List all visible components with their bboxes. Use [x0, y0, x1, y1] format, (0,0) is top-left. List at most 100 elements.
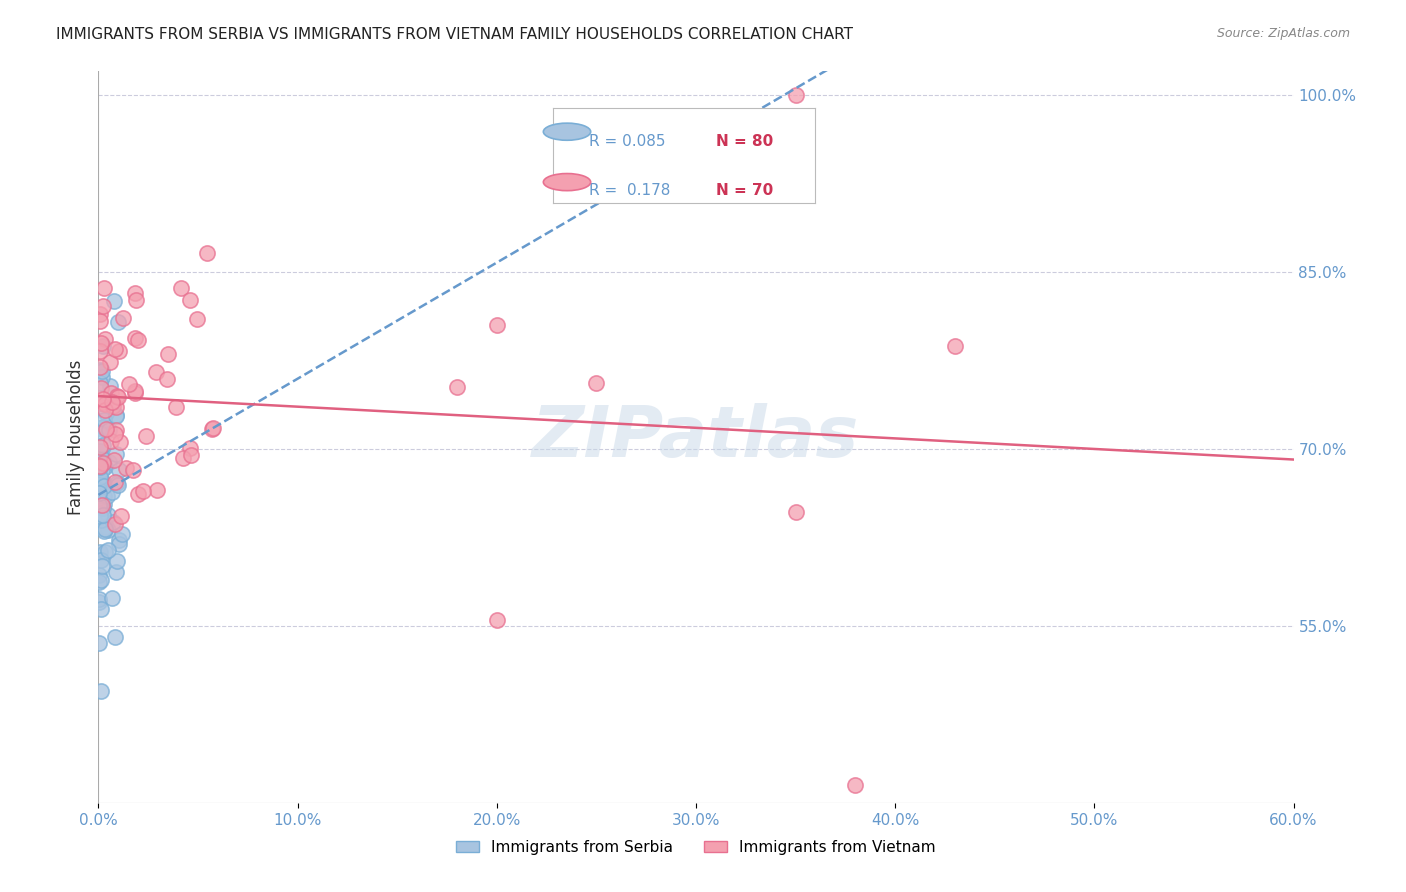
Point	[89, 460, 111, 475]
Text: R =  0.178: R = 0.178	[589, 184, 671, 198]
Point	[485, 318, 508, 333]
Point	[87, 455, 110, 469]
Point	[89, 635, 111, 649]
Point	[100, 379, 122, 393]
Point	[91, 299, 114, 313]
Point	[89, 509, 111, 524]
Point	[146, 483, 169, 497]
Point	[135, 429, 157, 443]
Point	[89, 458, 111, 473]
Point	[145, 365, 167, 379]
Point	[114, 460, 136, 475]
Point	[91, 559, 114, 574]
Point	[94, 332, 117, 346]
Circle shape	[543, 123, 591, 140]
Point	[179, 442, 201, 456]
Point	[87, 498, 110, 512]
Point	[93, 497, 115, 511]
Point	[180, 448, 202, 462]
Point	[96, 489, 118, 503]
Point	[89, 574, 111, 589]
Point	[89, 425, 111, 440]
Point	[122, 463, 145, 477]
Point	[90, 602, 112, 616]
Point	[94, 460, 117, 475]
Point	[90, 553, 112, 567]
Point	[90, 573, 112, 587]
Point	[89, 314, 111, 328]
Text: N = 80: N = 80	[716, 134, 773, 149]
Point	[100, 385, 122, 400]
Point	[195, 245, 218, 260]
Point	[104, 475, 127, 490]
Point	[91, 501, 114, 516]
Point	[127, 486, 149, 500]
Point	[97, 523, 120, 537]
Point	[87, 421, 110, 435]
Point	[186, 312, 208, 326]
Point	[104, 427, 127, 442]
Point	[101, 395, 124, 409]
Point	[107, 390, 129, 404]
Point	[124, 331, 146, 345]
Point	[94, 544, 117, 558]
Text: IMMIGRANTS FROM SERBIA VS IMMIGRANTS FROM VIETNAM FAMILY HOUSEHOLDS CORRELATION : IMMIGRANTS FROM SERBIA VS IMMIGRANTS FRO…	[56, 27, 853, 42]
Point	[104, 565, 127, 579]
Point	[844, 778, 866, 792]
Point	[105, 447, 128, 461]
Point	[90, 463, 112, 477]
Point	[89, 568, 111, 582]
Circle shape	[543, 174, 591, 191]
Point	[91, 452, 114, 467]
Point	[107, 478, 129, 492]
Y-axis label: Family Households: Family Households	[66, 359, 84, 515]
Point	[90, 336, 112, 351]
Point	[103, 399, 125, 413]
Point	[91, 420, 114, 434]
Point	[91, 498, 114, 512]
Point	[91, 508, 114, 522]
Point	[89, 376, 111, 390]
Point	[93, 413, 115, 427]
Point	[107, 315, 129, 329]
Point	[105, 409, 128, 423]
Point	[97, 508, 120, 523]
Point	[89, 359, 111, 374]
Point	[89, 545, 111, 559]
Point	[90, 381, 112, 395]
Point	[785, 87, 807, 102]
Text: Source: ZipAtlas.com: Source: ZipAtlas.com	[1216, 27, 1350, 40]
Point	[93, 489, 115, 503]
Point	[485, 613, 508, 627]
Point	[89, 307, 111, 321]
Point	[101, 516, 124, 530]
Point	[87, 591, 110, 606]
Point	[89, 486, 111, 500]
Point	[90, 476, 112, 491]
Text: R = 0.085: R = 0.085	[589, 134, 666, 149]
Point	[446, 380, 468, 394]
Point	[108, 533, 131, 547]
Point	[156, 372, 179, 386]
Point	[90, 513, 112, 527]
Point	[108, 463, 131, 477]
Point	[91, 369, 114, 384]
Point	[170, 281, 193, 295]
Point	[103, 294, 125, 309]
Point	[165, 400, 187, 414]
Point	[87, 486, 110, 500]
Point	[105, 389, 128, 403]
Point	[124, 384, 146, 398]
Point	[93, 403, 115, 417]
Point	[97, 543, 120, 558]
Point	[89, 443, 111, 458]
Point	[91, 394, 114, 409]
Point	[108, 343, 131, 358]
Point	[91, 338, 114, 352]
Point	[107, 537, 129, 551]
Point	[89, 506, 111, 520]
Point	[105, 475, 128, 490]
Point	[94, 397, 117, 411]
Point	[101, 591, 124, 605]
Point	[100, 354, 122, 368]
